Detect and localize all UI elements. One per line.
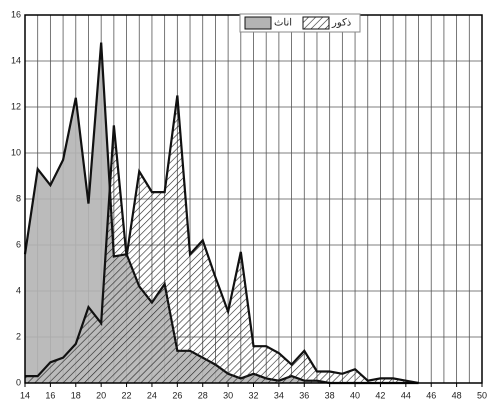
area-fill xyxy=(25,95,419,383)
x-tick-label: 46 xyxy=(426,390,436,400)
x-tick-label: 42 xyxy=(375,390,385,400)
x-tick-label: 14 xyxy=(20,390,30,400)
x-tick-label: 30 xyxy=(223,390,233,400)
x-tick-label: 40 xyxy=(350,390,360,400)
y-tick-label: 2 xyxy=(16,331,21,341)
legend-swatch xyxy=(244,16,272,30)
x-tick-label: 24 xyxy=(147,390,157,400)
area-line xyxy=(25,95,419,385)
y-tick-label: 8 xyxy=(16,193,21,203)
legend-label: ذكور xyxy=(331,18,351,29)
x-tick-label: 16 xyxy=(45,390,55,400)
legend-swatch xyxy=(302,16,330,30)
x-tick-label: 36 xyxy=(299,390,309,400)
y-tick-label: 10 xyxy=(11,147,21,157)
x-tick-label: 28 xyxy=(198,390,208,400)
x-tick-label: 22 xyxy=(122,390,132,400)
y-tick-label: 12 xyxy=(11,101,21,111)
x-tick-label: 50 xyxy=(477,390,487,400)
x-tick-label: 18 xyxy=(71,390,81,400)
x-tick-label: 20 xyxy=(96,390,106,400)
x-tick-label: 44 xyxy=(401,390,411,400)
x-tick-label: 48 xyxy=(452,390,462,400)
x-tick-label: 26 xyxy=(172,390,182,400)
y-tick-label: 0 xyxy=(16,377,21,387)
x-tick-label: 34 xyxy=(274,390,284,400)
legend-label: اناث xyxy=(274,18,292,29)
x-tick-label: 38 xyxy=(325,390,335,400)
y-tick-label: 4 xyxy=(16,285,21,295)
x-tick-label: 32 xyxy=(248,390,258,400)
y-tick-label: 16 xyxy=(11,9,21,19)
y-tick-label: 14 xyxy=(11,55,21,65)
y-tick-label: 6 xyxy=(16,239,21,249)
